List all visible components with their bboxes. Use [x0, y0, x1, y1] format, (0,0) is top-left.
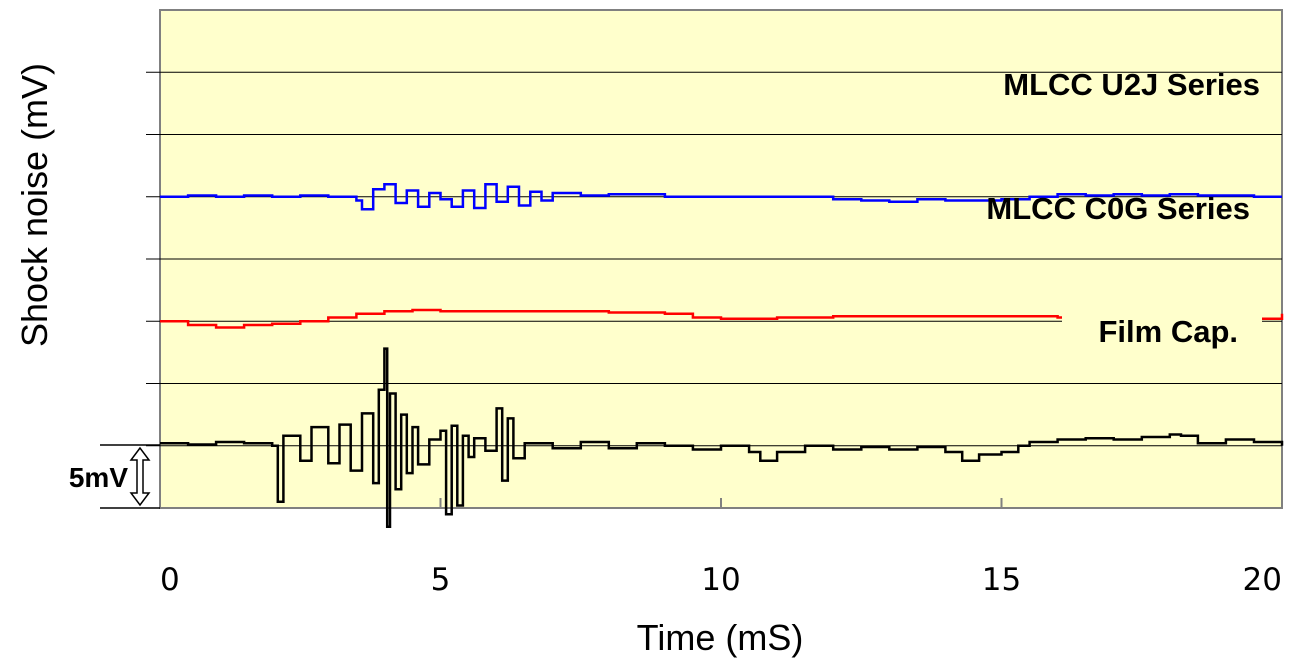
x-tick-label: 0	[160, 562, 180, 598]
gridlines	[146, 71, 1282, 447]
series-label-u2j: MLCC U2J Series	[1003, 67, 1260, 102]
x-ticks: 0 5 10 15 20	[159, 498, 1283, 598]
series-label-film: Film Cap.	[1098, 314, 1238, 349]
x-tick-label: 5	[431, 562, 451, 598]
y-axis-title: Shock noise (mV)	[14, 63, 55, 347]
scale-bar-arrow-icon	[129, 446, 151, 507]
film-label-bg	[1062, 306, 1262, 350]
scale-bar: 5mV	[69, 444, 160, 509]
scale-bar-label: 5mV	[69, 462, 128, 493]
series-line-u2j	[160, 183, 1282, 211]
series-line-film	[160, 347, 1284, 528]
x-tick-label: 20	[1243, 562, 1282, 598]
x-axis-title: Time (mS)	[637, 617, 804, 658]
x-tick-label: 10	[701, 562, 740, 598]
x-tick-label: 15	[982, 562, 1021, 598]
series-label-c0g: MLCC C0G Series	[986, 191, 1250, 226]
